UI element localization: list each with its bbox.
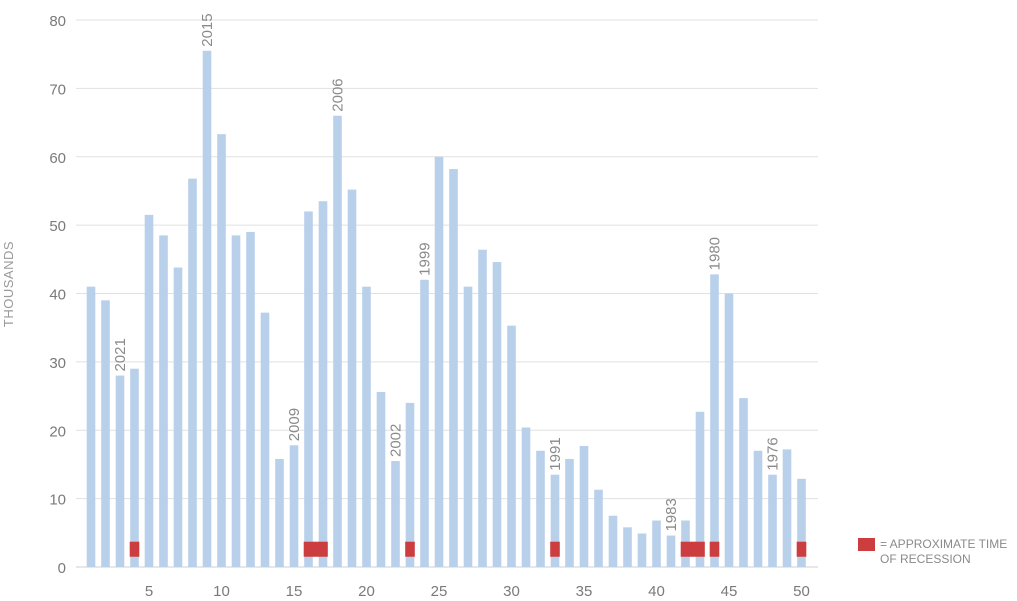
annotation-label: 1991 xyxy=(547,437,564,470)
bar xyxy=(333,115,342,567)
x-tick-label: 25 xyxy=(431,583,448,600)
annotation-label: 1976 xyxy=(765,437,782,470)
annotation-label: 1983 xyxy=(663,498,680,531)
bar xyxy=(231,235,241,567)
bar xyxy=(376,391,386,567)
x-axis-ticks: 5 10 15 20 25 30 35 40 45 50 xyxy=(145,583,810,600)
x-tick-label: 30 xyxy=(503,583,520,600)
x-tick-label: 5 xyxy=(145,583,153,600)
bars xyxy=(86,50,806,568)
y-tick-label: 70 xyxy=(49,81,66,98)
bar xyxy=(536,450,545,567)
y-tick-label: 80 xyxy=(49,13,66,30)
bar xyxy=(579,445,589,567)
bar xyxy=(420,279,429,567)
annotation-label: 1980 xyxy=(707,237,724,270)
bar xyxy=(492,262,502,567)
bar xyxy=(347,189,357,567)
gridlines xyxy=(76,19,818,568)
x-tick-label: 20 xyxy=(358,583,375,600)
bar xyxy=(173,267,183,567)
recession-marker xyxy=(680,541,705,557)
bar xyxy=(144,214,154,567)
annotation-label: 2009 xyxy=(286,408,303,441)
x-tick-label: 10 xyxy=(213,583,230,600)
y-tick-label: 10 xyxy=(49,492,66,509)
bar xyxy=(521,427,531,567)
bar xyxy=(797,478,806,567)
y-tick-label: 20 xyxy=(49,423,66,440)
bar xyxy=(304,211,313,567)
x-tick-label: 35 xyxy=(576,583,593,600)
annotation-label: 1999 xyxy=(417,242,434,275)
bar xyxy=(753,450,763,567)
y-tick-label: 50 xyxy=(49,218,66,235)
y-tick-label: 40 xyxy=(49,287,66,304)
bar xyxy=(507,325,516,567)
bar xyxy=(449,169,458,567)
bar xyxy=(608,515,618,567)
bar xyxy=(260,312,270,567)
bar xyxy=(318,201,328,567)
bar xyxy=(246,231,255,567)
bar xyxy=(666,535,676,567)
bar xyxy=(550,474,560,567)
bar xyxy=(695,411,705,567)
recession-markers xyxy=(129,541,807,557)
recession-marker xyxy=(796,541,807,557)
bar xyxy=(101,300,110,567)
recession-marker xyxy=(709,541,720,557)
annotation-label: 2021 xyxy=(112,338,129,371)
bar xyxy=(478,249,487,568)
bar xyxy=(434,156,444,567)
legend-label: = APPROXIMATE TIME OF RECESSION xyxy=(880,537,1008,566)
x-tick-label: 45 xyxy=(721,583,738,600)
x-tick-label: 40 xyxy=(648,583,665,600)
bar xyxy=(710,274,719,567)
y-tick-label: 60 xyxy=(49,150,66,167)
y-axis-ticks: 0 10 20 30 40 50 60 70 80 xyxy=(49,13,66,577)
y-axis-label: THOUSANDS xyxy=(1,241,16,327)
legend-swatch xyxy=(858,538,875,551)
recession-marker xyxy=(550,541,560,557)
bar xyxy=(188,178,197,567)
bar xyxy=(565,458,574,567)
x-tick-label: 50 xyxy=(793,583,810,600)
bar xyxy=(405,402,415,567)
bar xyxy=(623,527,632,567)
bar xyxy=(159,235,168,567)
recession-marker xyxy=(129,541,140,557)
bar xyxy=(86,286,96,567)
bar xyxy=(724,293,734,567)
bar xyxy=(637,533,647,567)
bar xyxy=(275,458,284,567)
y-tick-label: 0 xyxy=(58,560,66,577)
bar xyxy=(217,134,226,567)
bar xyxy=(594,489,603,567)
recession-marker xyxy=(405,541,415,557)
annotation-label: 2006 xyxy=(330,78,347,111)
bar xyxy=(202,50,212,568)
y-tick-label: 30 xyxy=(49,355,66,372)
bar xyxy=(782,449,792,567)
bar xyxy=(463,286,473,567)
annotation-label: 2002 xyxy=(388,424,405,457)
annotation-label: 2015 xyxy=(199,13,216,46)
x-tick-label: 15 xyxy=(286,583,303,600)
bar xyxy=(289,445,299,567)
bar xyxy=(739,398,748,567)
bar xyxy=(130,368,139,567)
bar xyxy=(362,286,371,567)
recession-marker xyxy=(303,541,328,557)
bar xyxy=(391,461,400,567)
bar xyxy=(115,375,125,567)
year-annotations: 2021 2015 2009 2006 2002 1999 1991 1983 1980 1976 xyxy=(112,13,782,531)
bar xyxy=(652,520,661,567)
bar xyxy=(768,474,777,567)
